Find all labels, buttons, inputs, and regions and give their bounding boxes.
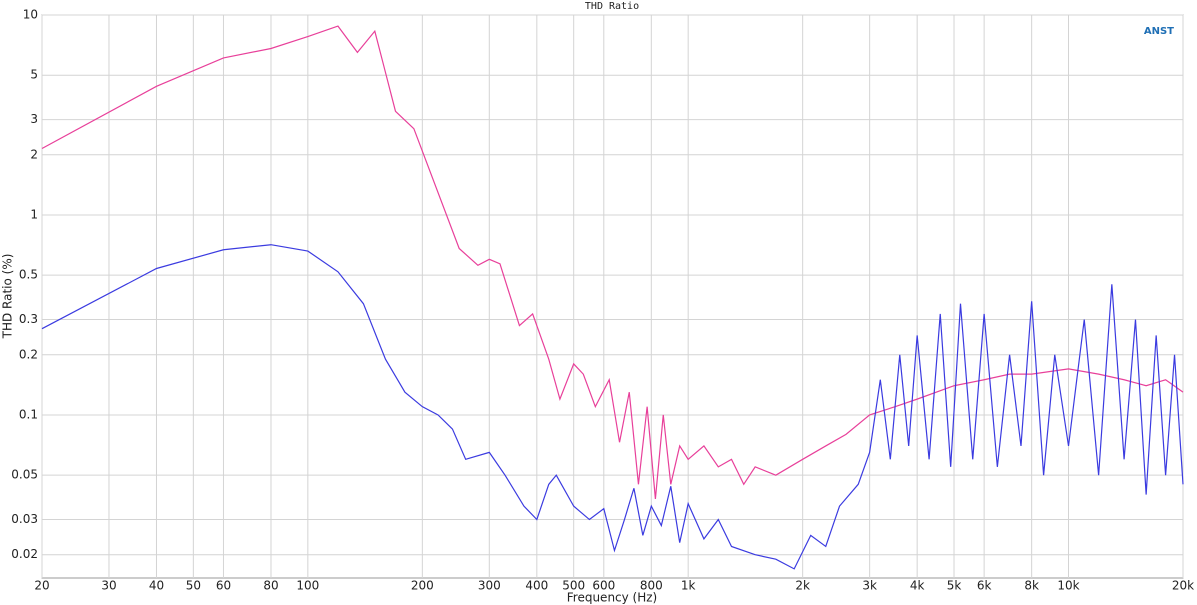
x-tick-label: 600 bbox=[592, 579, 615, 593]
x-tick-label: 100 bbox=[296, 579, 319, 593]
x-tick-label: 6k bbox=[977, 579, 992, 593]
x-tick-label: 400 bbox=[525, 579, 548, 593]
y-tick-label: 1 bbox=[30, 207, 38, 221]
x-tick-label: 10k bbox=[1057, 579, 1079, 593]
x-tick-label: 800 bbox=[640, 579, 663, 593]
x-tick-label: 80 bbox=[263, 579, 278, 593]
y-tick-label: 0.3 bbox=[19, 312, 38, 326]
x-tick-label: 20k bbox=[1172, 579, 1194, 593]
y-tick-label: 0.05 bbox=[11, 468, 38, 482]
y-tick-label: 0.5 bbox=[19, 268, 38, 282]
y-tick-label: 2 bbox=[30, 147, 38, 161]
plot-area bbox=[41, 14, 1184, 579]
x-tick-label: 5k bbox=[947, 579, 962, 593]
x-tick-label: 1k bbox=[681, 579, 696, 593]
y-tick-label: 10 bbox=[23, 8, 38, 22]
y-tick-label: 0.03 bbox=[11, 512, 38, 526]
y-tick-label: 0.2 bbox=[19, 347, 38, 361]
x-tick-label: 40 bbox=[149, 579, 164, 593]
x-tick-label: 2k bbox=[795, 579, 810, 593]
x-tick-label: 500 bbox=[562, 579, 585, 593]
x-axis-label: Frequency (Hz) bbox=[567, 591, 658, 605]
annotation: ANST bbox=[1144, 26, 1174, 37]
y-tick-label: 5 bbox=[30, 68, 38, 82]
x-tick-label: 60 bbox=[216, 579, 231, 593]
y-tick-label: 0.1 bbox=[19, 407, 38, 421]
x-tick-label: 300 bbox=[478, 579, 501, 593]
x-tick-label: 200 bbox=[411, 579, 434, 593]
x-tick-label: 50 bbox=[186, 579, 201, 593]
x-tick-label: 3k bbox=[862, 579, 877, 593]
x-tick-label: 30 bbox=[101, 579, 116, 593]
y-tick-label: 3 bbox=[30, 112, 38, 126]
series-line bbox=[41, 25, 1184, 500]
chart-title: THD Ratio bbox=[585, 1, 639, 12]
y-tick-label: 0.02 bbox=[11, 547, 38, 561]
x-tick-label: 20 bbox=[34, 579, 49, 593]
y-axis-label: THD Ratio (%) bbox=[1, 254, 15, 340]
series-line bbox=[41, 244, 1184, 570]
x-tick-label: 4k bbox=[910, 579, 925, 593]
x-tick-label: 8k bbox=[1024, 579, 1039, 593]
